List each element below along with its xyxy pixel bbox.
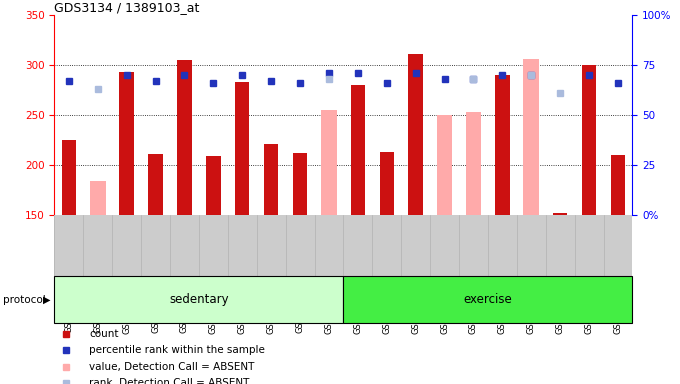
Bar <box>524 59 539 215</box>
Bar <box>235 82 250 215</box>
Bar <box>90 181 105 215</box>
Text: sedentary: sedentary <box>169 293 228 306</box>
Bar <box>495 75 509 215</box>
Bar <box>293 153 307 215</box>
Bar <box>409 54 423 215</box>
Text: GDS3134 / 1389103_at: GDS3134 / 1389103_at <box>54 1 200 14</box>
Bar <box>321 110 337 215</box>
Text: ▶: ▶ <box>43 295 50 305</box>
Bar <box>206 156 220 215</box>
Text: percentile rank within the sample: percentile rank within the sample <box>89 345 265 355</box>
Bar <box>466 112 481 215</box>
Text: rank, Detection Call = ABSENT: rank, Detection Call = ABSENT <box>89 378 250 384</box>
Bar <box>62 140 76 215</box>
Bar <box>54 276 343 323</box>
Bar <box>343 276 632 323</box>
Bar <box>177 60 192 215</box>
Bar <box>120 72 134 215</box>
Bar <box>148 154 163 215</box>
Bar <box>379 152 394 215</box>
Text: exercise: exercise <box>464 293 512 306</box>
Bar <box>264 144 278 215</box>
Text: count: count <box>89 329 118 339</box>
Bar <box>437 115 452 215</box>
Bar <box>582 65 596 215</box>
Bar <box>351 85 365 215</box>
Text: value, Detection Call = ABSENT: value, Detection Call = ABSENT <box>89 362 254 372</box>
Text: protocol: protocol <box>3 295 46 305</box>
Bar <box>611 155 625 215</box>
Bar <box>553 213 567 215</box>
